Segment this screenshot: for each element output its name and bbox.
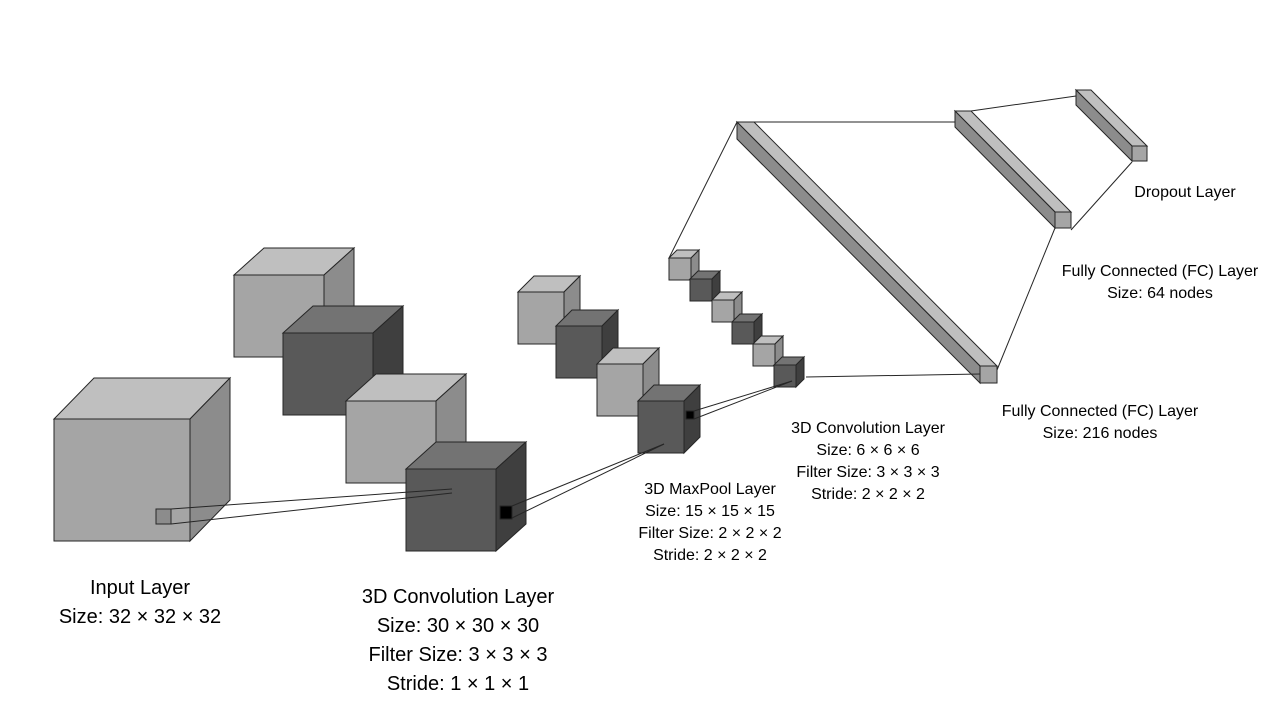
conv2-to-fc1-line-upper [668, 121, 738, 259]
dropout-bar-end [1131, 145, 1148, 162]
maxpool-map-2-front [555, 325, 603, 379]
conv2-to-fc1-line [805, 373, 981, 378]
maxpool-layer-size: Size: 15 × 15 × 15 [645, 503, 775, 520]
fc1-layer-title: Fully Connected (FC) Layer [1001, 403, 1199, 420]
fc2-to-dropout-line-top [970, 95, 1077, 112]
conv1-layer-label: 3D Convolution Layer Size: 30 × 30 × 30 … [328, 583, 588, 699]
fc1-to-fc2-line-bottom [996, 227, 1056, 371]
conv1-to-maxpool-line-bottom [511, 443, 665, 519]
fc2-layer-size: Size: 64 nodes [1107, 285, 1213, 302]
conv2-map-2 [688, 269, 722, 303]
fc2-bar [953, 109, 1073, 230]
maxpool-to-conv2-line-bottom [693, 380, 793, 420]
fc1-bar [735, 120, 999, 385]
fc1-bar-upper [735, 121, 999, 367]
maxpool-to-conv2-line-top [693, 380, 793, 412]
maxpool-layer-title: 3D MaxPool Layer [644, 481, 776, 498]
conv1-layer-title: 3D Convolution Layer [361, 586, 555, 608]
conv1-layer-stride: Stride: 1 × 1 × 1 [386, 673, 530, 695]
conv2-layer-stride: Stride: 2 × 2 × 2 [811, 486, 925, 503]
conv2-layer-filter: Filter Size: 3 × 3 × 3 [796, 464, 940, 481]
maxpool-map-4-front [637, 400, 685, 454]
fc2-layer-label: Fully Connected (FC) Layer Size: 64 node… [1050, 261, 1270, 305]
dropout-layer-label: Dropout Layer [1120, 182, 1250, 204]
maxpool-filter-square [685, 410, 695, 420]
maxpool-layer-label: 3D MaxPool Layer Size: 15 × 15 × 15 Filt… [620, 479, 800, 567]
maxpool-map-4 [636, 383, 702, 455]
conv1-map-4 [404, 440, 528, 553]
conv2-map-6 [772, 355, 806, 389]
conv1-layer-filter: Filter Size: 3 × 3 × 3 [368, 644, 548, 666]
conv2-map-4-front [731, 321, 755, 345]
input-to-conv1-line-top [170, 488, 453, 510]
maxpool-map-3-front [596, 363, 644, 417]
input-cube [52, 376, 232, 543]
dropout-bar [1074, 88, 1149, 163]
fc2-to-dropout-line-bottom [1070, 161, 1133, 231]
fc2-bar-upper [953, 110, 1073, 213]
fc1-layer-label: Fully Connected (FC) Layer Size: 216 nod… [990, 401, 1210, 445]
maxpool-layer-stride: Stride: 2 × 2 × 2 [653, 547, 767, 564]
fc2-layer-title: Fully Connected (FC) Layer [1061, 263, 1259, 280]
conv2-map-4 [730, 312, 764, 346]
input-filter-square [155, 508, 172, 525]
conv2-layer-label: 3D Convolution Layer Size: 6 × 6 × 6 Fil… [778, 418, 958, 506]
maxpool-map-2 [554, 308, 620, 380]
fc2-bar-lower [954, 109, 1056, 230]
conv2-layer-title: 3D Convolution Layer [791, 420, 945, 437]
input-layer-title: Input Layer [89, 577, 191, 599]
conv2-map-5 [751, 334, 785, 368]
input-layer-size: Size: 32 × 32 × 32 [58, 606, 222, 628]
fc2-bar-end [1054, 211, 1072, 229]
maxpool-layer-filter: Filter Size: 2 × 2 × 2 [638, 525, 782, 542]
conv1-layer-size: Size: 30 × 30 × 30 [376, 615, 540, 637]
fc1-bar-end [979, 365, 998, 384]
conv2-layer-size: Size: 6 × 6 × 6 [816, 442, 920, 459]
fc1-layer-size: Size: 216 nodes [1042, 425, 1158, 442]
input-to-conv1-line-bottom [170, 492, 453, 525]
conv2-map-2-front [689, 278, 713, 302]
conv2-map-1-front [668, 257, 692, 281]
conv1-to-maxpool-line-top [511, 443, 665, 507]
dropout-layer-title: Dropout Layer [1134, 184, 1236, 201]
conv2-map-5-front [752, 343, 776, 367]
conv1-filter-square [499, 505, 513, 520]
conv2-map-3-front [711, 299, 735, 323]
input-layer-label: Input Layer Size: 32 × 32 × 32 [40, 574, 240, 632]
conv1-map-4-front [405, 468, 497, 552]
